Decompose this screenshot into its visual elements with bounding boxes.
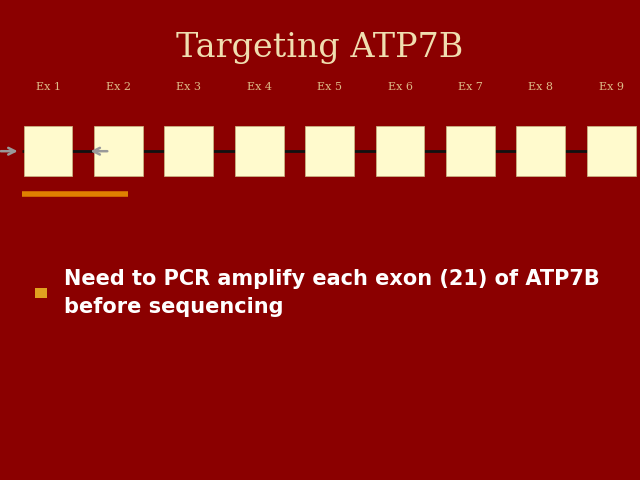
Text: Ex 4: Ex 4	[246, 82, 272, 92]
Bar	[376, 126, 424, 176]
Bar	[516, 126, 565, 176]
Bar	[587, 126, 636, 176]
Bar	[235, 126, 284, 176]
Text: Ex 8: Ex 8	[528, 82, 554, 92]
Text: Targeting ATP7B: Targeting ATP7B	[177, 32, 463, 64]
Text: Ex 9: Ex 9	[598, 82, 624, 92]
Text: Ex 6: Ex 6	[387, 82, 413, 92]
Text: Ex 1: Ex 1	[35, 82, 61, 92]
Bar	[164, 126, 213, 176]
Text: Ex 5: Ex 5	[317, 82, 342, 92]
Text: Ex 3: Ex 3	[176, 82, 202, 92]
Text: Ex 2: Ex 2	[106, 82, 131, 92]
Bar	[305, 126, 354, 176]
Bar	[446, 126, 495, 176]
Bar	[94, 126, 143, 176]
Bar	[24, 126, 72, 176]
Text: Need to PCR amplify each exon (21) of ATP7B
before sequencing: Need to PCR amplify each exon (21) of AT…	[64, 269, 600, 317]
Text: Ex 7: Ex 7	[458, 82, 483, 92]
Bar	[35, 288, 47, 298]
